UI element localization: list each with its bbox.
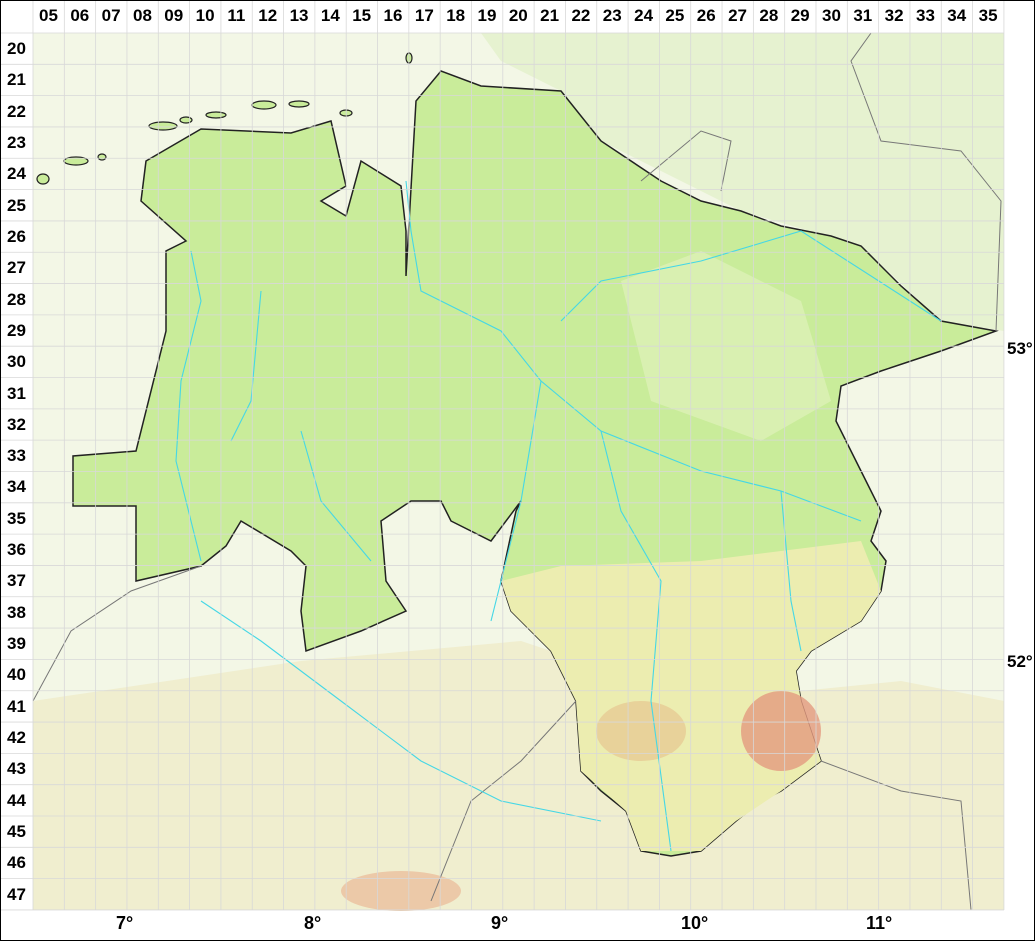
rivers bbox=[175, 180, 942, 852]
grid-row-label: 32 bbox=[7, 414, 26, 434]
grid-column-label: 09 bbox=[164, 6, 184, 25]
grid-row-label: 31 bbox=[7, 383, 26, 403]
grid-row-label: 25 bbox=[7, 195, 26, 215]
grid-column-label: 16 bbox=[383, 6, 403, 25]
grid-column-label: 25 bbox=[665, 6, 685, 25]
latitude-label: 52° bbox=[1007, 652, 1033, 671]
grid-column-label: 27 bbox=[728, 6, 747, 25]
grid-column-label: 13 bbox=[289, 6, 309, 25]
longitude-label: 11° bbox=[866, 913, 893, 933]
grid-row-label: 36 bbox=[7, 540, 26, 560]
grid-column-label: 29 bbox=[790, 6, 810, 25]
grid-column-label: 22 bbox=[571, 6, 591, 25]
grid-row-label: 33 bbox=[7, 446, 26, 466]
longitude-label: 7° bbox=[116, 913, 134, 933]
grid-column-label: 15 bbox=[352, 6, 372, 25]
neighbor-borders bbox=[32, 32, 1002, 911]
grid-row-label: 34 bbox=[7, 477, 26, 497]
grid-column-label: 21 bbox=[540, 6, 560, 25]
grid-column-label: 20 bbox=[508, 6, 528, 25]
grid-row-label: 43 bbox=[7, 759, 26, 779]
longitude-label: 10° bbox=[681, 913, 709, 933]
grid-row-label: 20 bbox=[7, 39, 26, 58]
east-frisian-islands bbox=[36, 52, 413, 185]
grid-column-label: 24 bbox=[634, 6, 654, 25]
longitude-label: 8° bbox=[304, 913, 322, 933]
grid-row-label: 38 bbox=[7, 602, 26, 622]
harz-mountains bbox=[741, 691, 821, 771]
grid-row-label: 21 bbox=[7, 70, 26, 90]
grid-column-label: 05 bbox=[39, 6, 58, 25]
grid-row-label: 45 bbox=[7, 822, 26, 841]
grid-column-label: 28 bbox=[759, 6, 779, 25]
grid-column-label: 10 bbox=[195, 6, 215, 25]
grid-column-label: 17 bbox=[414, 6, 434, 25]
grid-column-label: 07 bbox=[101, 6, 121, 25]
grid-column-label: 32 bbox=[884, 6, 904, 25]
grid-column-label: 06 bbox=[70, 6, 90, 25]
grid-row-label: 28 bbox=[7, 289, 26, 309]
grid-column-label: 18 bbox=[446, 6, 466, 25]
grid-row-label: 27 bbox=[7, 258, 26, 278]
grid-row-label: 23 bbox=[7, 132, 26, 152]
grid-column-label: 34 bbox=[947, 6, 967, 25]
grid-row-label: 24 bbox=[7, 164, 26, 184]
grid-row-label: 35 bbox=[7, 508, 26, 528]
grid-column-label: 23 bbox=[602, 6, 622, 25]
grid-row-label: 37 bbox=[7, 571, 26, 591]
hills-patch bbox=[596, 701, 686, 761]
grid-row-label: 47 bbox=[7, 884, 26, 904]
grid-column-label: 26 bbox=[696, 6, 716, 25]
grid-column-label: 35 bbox=[978, 6, 998, 25]
latitude-label: 53° bbox=[1007, 339, 1033, 358]
grid-column-label: 14 bbox=[320, 6, 340, 25]
grid-row-label: 42 bbox=[7, 728, 26, 748]
grid-lines bbox=[1, 1, 1005, 911]
grid-row-label: 46 bbox=[7, 853, 26, 873]
grid-column-label: 08 bbox=[132, 6, 152, 25]
grid-row-label: 29 bbox=[7, 320, 26, 340]
grid-row-label: 40 bbox=[7, 665, 26, 685]
grid-row-label: 26 bbox=[7, 226, 26, 246]
grid-row-label: 30 bbox=[7, 352, 26, 372]
terrain-northeast bbox=[481, 33, 1004, 331]
grid-column-label: 33 bbox=[915, 6, 935, 25]
grid-column-label: 31 bbox=[853, 6, 873, 25]
longitude-label: 9° bbox=[491, 913, 509, 933]
grid-column-label: 19 bbox=[477, 6, 497, 25]
grid-column-label: 12 bbox=[258, 6, 278, 25]
grid-row-label: 44 bbox=[7, 790, 26, 810]
grid-column-label: 30 bbox=[822, 6, 841, 25]
terrain-southern-highland bbox=[341, 871, 461, 911]
grid-row-label: 41 bbox=[7, 696, 26, 716]
grid-column-label: 11 bbox=[227, 6, 246, 25]
grid-row-label: 22 bbox=[7, 101, 26, 121]
grid-row-label: 39 bbox=[7, 634, 26, 654]
